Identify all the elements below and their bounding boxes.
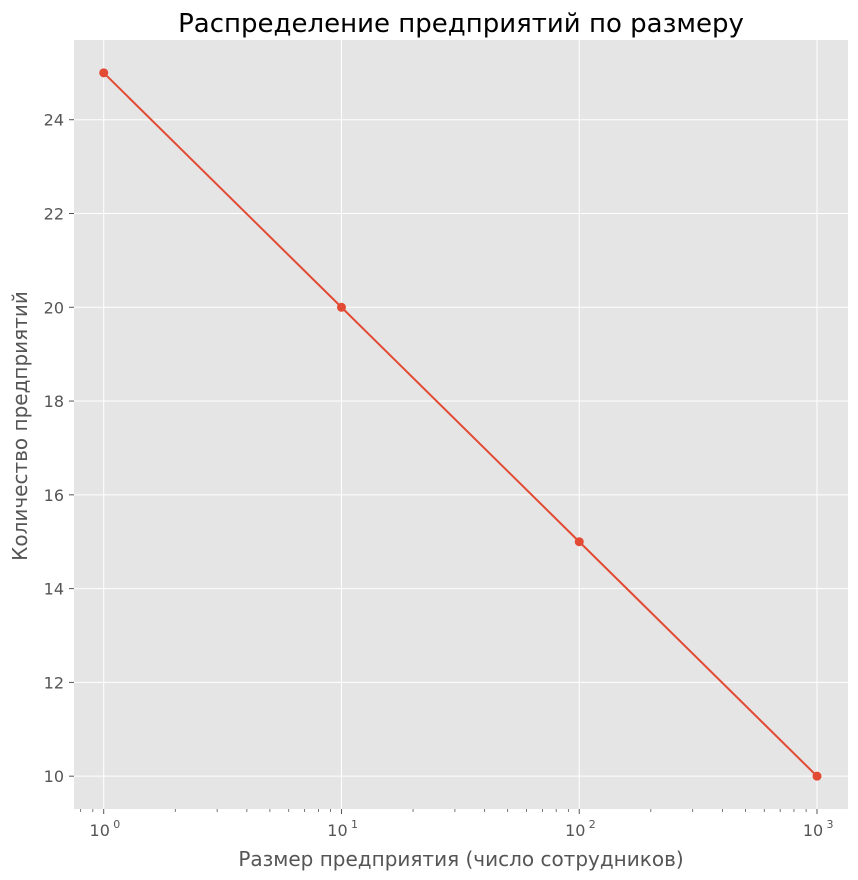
data-point <box>812 771 822 781</box>
series-line <box>103 72 818 777</box>
y-tick-label: 22 <box>44 204 64 223</box>
y-axis-label: Количество предприятий <box>8 291 32 561</box>
y-tick-label: 18 <box>44 392 64 411</box>
x-tick-label: 10 <box>803 821 823 840</box>
y-tick-label: 16 <box>44 486 64 505</box>
x-tick-exponent: 3 <box>827 818 834 831</box>
x-tick-exponent: 0 <box>113 818 120 831</box>
series <box>99 68 822 781</box>
chart-title: Распределение предприятий по размеру <box>178 9 744 39</box>
data-point <box>574 537 584 547</box>
data-point <box>99 68 109 78</box>
x-tick-label: 10 <box>90 821 110 840</box>
x-axis-label: Размер предприятия (число сотрудников) <box>238 847 683 871</box>
x-tick-exponent: 2 <box>589 818 596 831</box>
y-tick-label: 20 <box>44 298 64 317</box>
grid <box>74 40 848 809</box>
y-tick-label: 14 <box>44 580 64 599</box>
y-tick-label: 24 <box>44 111 64 130</box>
x-tick-exponent: 1 <box>351 818 358 831</box>
x-tick-label: 10 <box>565 821 585 840</box>
y-tick-label: 12 <box>44 673 64 692</box>
data-point <box>336 302 346 312</box>
y-tick-label: 10 <box>44 767 64 786</box>
x-tick-label: 10 <box>327 821 347 840</box>
